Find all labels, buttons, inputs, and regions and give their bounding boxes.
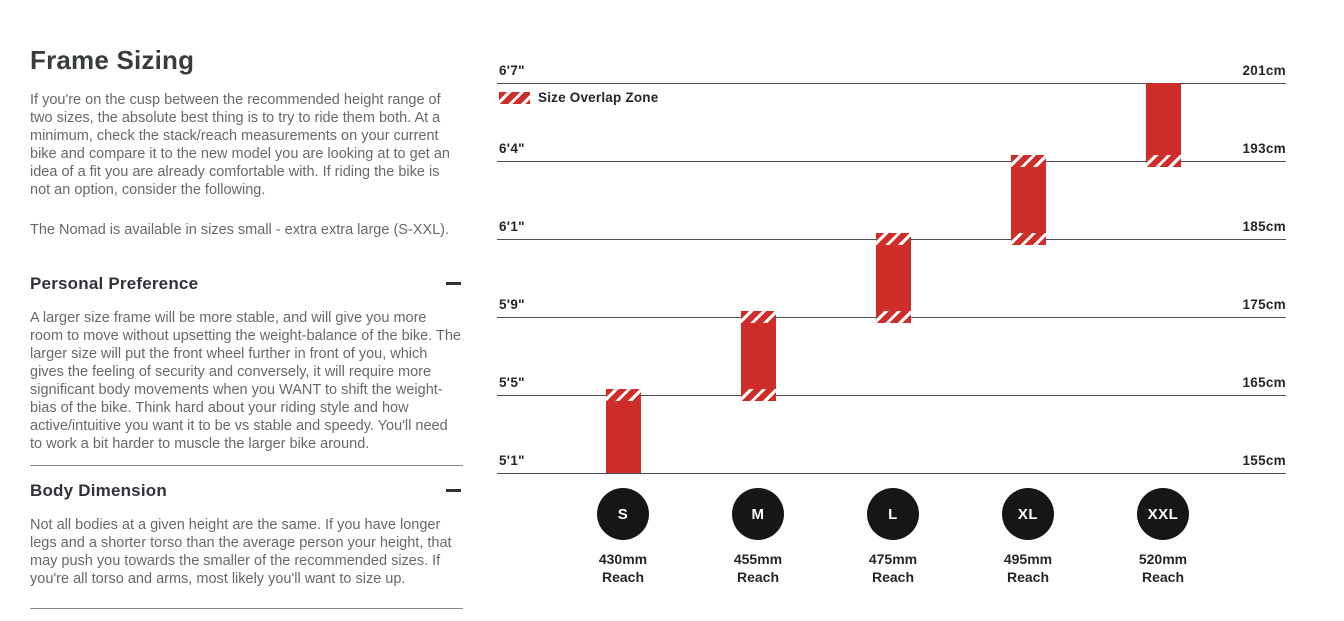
height-gridline (497, 395, 1286, 396)
section-body: A larger size frame will be more stable,… (30, 310, 461, 452)
height-label-cm: 155cm (1242, 453, 1286, 468)
size-bar-overlap-bottom (1010, 233, 1046, 245)
sizing-text-column: Frame Sizing If you're on the cusp betwe… (30, 45, 463, 609)
minus-icon[interactable] (446, 282, 461, 285)
size-bar-overlap-bottom (740, 389, 776, 401)
size-badge: S (597, 488, 649, 540)
page-title: Frame Sizing (30, 45, 195, 75)
size-bar-overlap-bottom (875, 311, 911, 323)
section-heading: Body Dimension (30, 481, 167, 500)
size-bar (875, 245, 911, 311)
sizing-chart: Size Overlap Zone 6'7" 201cm 6'4" 193cm 6'1"… (497, 55, 1286, 595)
accordion-header-personal-preference[interactable]: Personal Preference (30, 273, 463, 294)
height-gridline (497, 473, 1286, 474)
accordion-header-body-dimension[interactable]: Body Dimension (30, 480, 463, 501)
size-bar (605, 401, 641, 473)
height-label-ft: 6'1" (499, 219, 525, 234)
reach-label: 520mm Reach (1138, 551, 1188, 585)
size-bar (1010, 167, 1046, 233)
height-gridline (497, 83, 1286, 84)
info-accordion: Personal Preference A larger size frame … (30, 273, 463, 609)
height-label-cm: 165cm (1242, 375, 1286, 390)
reach-label: 495mm Reach (1003, 551, 1053, 585)
sizes-available-note: The Nomad is available in sizes small - … (30, 222, 450, 238)
section-heading: Personal Preference (30, 274, 199, 293)
height-label-cm: 201cm (1242, 63, 1286, 78)
height-label-cm: 185cm (1242, 219, 1286, 234)
accordion-section-body-dimension: Body Dimension Not all bodies at a given… (30, 465, 463, 608)
height-gridline (497, 161, 1286, 162)
reach-label: 430mm Reach (598, 551, 648, 585)
height-label-ft: 5'1" (499, 453, 525, 468)
size-bar-overlap-top (875, 233, 911, 245)
section-body: Not all bodies at a given height are the… (30, 517, 452, 587)
size-badge: XL (1002, 488, 1054, 540)
size-badge: L (867, 488, 919, 540)
size-bar-overlap-top (1010, 155, 1046, 167)
size-badge: M (732, 488, 784, 540)
size-bar-overlap-top (740, 311, 776, 323)
chart-legend: Size Overlap Zone (499, 90, 658, 105)
height-label-cm: 193cm (1242, 141, 1286, 156)
intro-paragraph: If you're on the cusp between the recomm… (30, 92, 450, 198)
height-label-cm: 175cm (1242, 297, 1286, 312)
reach-label: 475mm Reach (868, 551, 918, 585)
height-label-ft: 6'4" (499, 141, 525, 156)
size-overlap-swatch-icon (499, 91, 530, 104)
height-label-ft: 5'5" (499, 375, 525, 390)
accordion-section-personal-preference: Personal Preference A larger size frame … (30, 273, 463, 465)
legend-label: Size Overlap Zone (538, 90, 659, 105)
size-bar (740, 323, 776, 389)
height-label-ft: 6'7" (499, 63, 525, 78)
size-badge: XXL (1137, 488, 1189, 540)
size-bar-overlap-top (605, 389, 641, 401)
height-label-ft: 5'9" (499, 297, 525, 312)
reach-label: 455mm Reach (733, 551, 783, 585)
size-bar-overlap-bottom (1145, 155, 1181, 167)
minus-icon[interactable] (446, 489, 461, 492)
size-bar (1145, 83, 1181, 155)
